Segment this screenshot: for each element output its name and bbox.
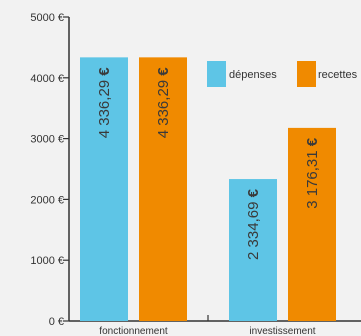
x-category-label: investissement	[249, 326, 315, 336]
data-label: 4 336,29 €	[96, 67, 113, 139]
bar-dépenses-fonctionnement	[80, 57, 128, 321]
legend-swatch-dépenses	[207, 61, 226, 87]
legend-swatch-recettes	[297, 61, 316, 87]
y-tick-label: 3000 €	[30, 134, 64, 146]
bar-recettes-fonctionnement	[139, 57, 187, 321]
y-tick-label: 2000 €	[30, 194, 64, 206]
y-tick-label: 4000 €	[30, 73, 64, 85]
y-tick-label: 5000 €	[30, 12, 64, 24]
data-label: 3 176,31 €	[304, 137, 321, 209]
data-label: 4 336,29 €	[155, 67, 172, 139]
data-label: 2 334,69 €	[245, 188, 262, 260]
bar-dépenses-investissement	[229, 179, 277, 321]
y-tick-label: 0 €	[49, 316, 64, 328]
y-tick-label: 1000 €	[30, 255, 64, 267]
x-category-label: fonctionnement	[99, 326, 168, 336]
bar-recettes-investissement	[288, 127, 336, 322]
legend-label-dépenses: dépenses	[229, 69, 277, 81]
legend-label-recettes: recettes	[318, 69, 358, 81]
